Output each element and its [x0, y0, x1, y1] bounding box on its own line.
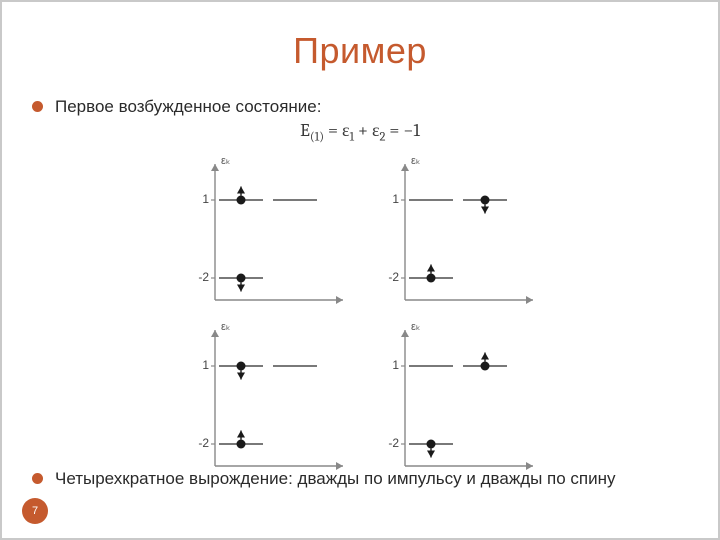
energy-diagram: εₖ 1 -2	[175, 150, 355, 310]
energy-diagram: εₖ 1 -2	[365, 316, 545, 476]
bullet-1-text: Первое возбужденное состояние:	[55, 96, 321, 119]
bullet-1: Первое возбужденное состояние:	[32, 96, 688, 119]
ytick-1: 1	[383, 192, 399, 206]
bullet-2: Четырехкратное вырождение: дважды по имп…	[32, 468, 688, 491]
axis-label-epsilon: εₖ	[411, 320, 421, 333]
ytick-neg2: -2	[189, 436, 209, 450]
energy-equation: E(1) = ε1 + ε2 = −1	[2, 120, 718, 145]
ytick-neg2: -2	[189, 270, 209, 284]
diagram-grid: εₖ 1 -2 εₖ 1 -2 εₖ 1 -2 εₖ 1 -2	[2, 150, 718, 476]
page-number: 7	[32, 505, 38, 517]
energy-diagram: εₖ 1 -2	[175, 316, 355, 476]
slide-title: Пример	[2, 30, 718, 72]
axis-label-epsilon: εₖ	[221, 154, 231, 167]
slide-frame: Пример Первое возбужденное состояние: E(…	[0, 0, 720, 540]
bullet-dot-icon	[32, 101, 43, 112]
ytick-neg2: -2	[379, 270, 399, 284]
energy-diagram: εₖ 1 -2	[365, 150, 545, 310]
bullet-2-text: Четырехкратное вырождение: дважды по имп…	[55, 468, 616, 491]
axis-label-epsilon: εₖ	[411, 154, 421, 167]
bullet-dot-icon	[32, 473, 43, 484]
page-number-badge: 7	[22, 498, 48, 524]
ytick-1: 1	[383, 358, 399, 372]
ytick-1: 1	[193, 358, 209, 372]
axis-label-epsilon: εₖ	[221, 320, 231, 333]
ytick-1: 1	[193, 192, 209, 206]
ytick-neg2: -2	[379, 436, 399, 450]
